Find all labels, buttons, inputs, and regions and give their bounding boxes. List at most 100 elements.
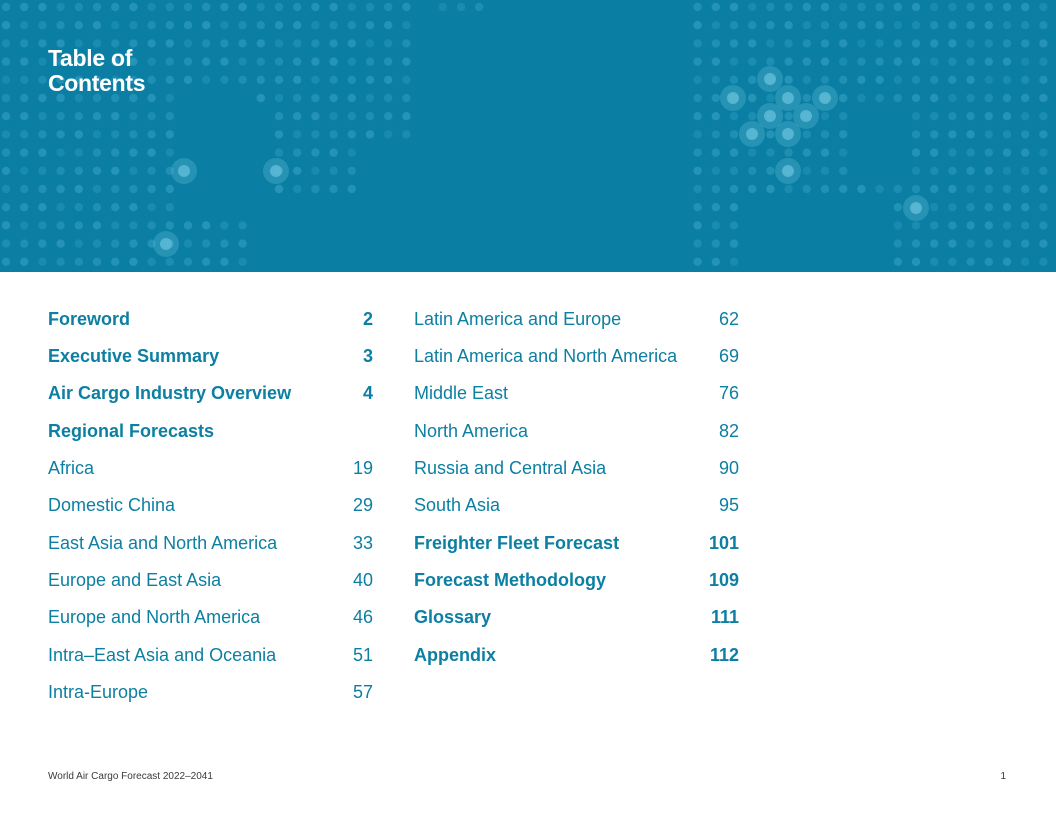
map-dot bbox=[893, 21, 902, 30]
map-dot bbox=[147, 148, 156, 157]
map-dot bbox=[893, 57, 902, 66]
map-dot bbox=[347, 57, 356, 66]
map-dot bbox=[165, 257, 174, 266]
map-dot bbox=[74, 39, 84, 48]
map-dot bbox=[930, 166, 939, 175]
map-dot bbox=[948, 2, 957, 12]
toc-entry[interactable]: Domestic China 29 bbox=[48, 493, 373, 517]
map-dot bbox=[930, 2, 939, 12]
map-dot bbox=[38, 184, 47, 194]
toc-entry-page: 90 bbox=[718, 457, 739, 478]
map-dot bbox=[183, 221, 193, 230]
map-dot bbox=[911, 112, 921, 121]
map-dot bbox=[238, 2, 247, 12]
map-dot bbox=[839, 148, 848, 157]
map-dot bbox=[1002, 184, 1012, 194]
toc-entry[interactable]: Africa 19 bbox=[48, 456, 373, 480]
map-dot bbox=[38, 112, 47, 121]
map-dot bbox=[311, 57, 320, 66]
map-dot bbox=[748, 184, 757, 194]
map-dot bbox=[839, 130, 848, 139]
toc-entry[interactable]: Latin America and North America 69 bbox=[414, 344, 739, 368]
map-dot bbox=[347, 166, 356, 175]
map-dot bbox=[347, 2, 356, 12]
map-dot bbox=[911, 184, 921, 194]
toc-entry[interactable]: Foreword 2 bbox=[48, 307, 373, 331]
toc-entry[interactable]: North America 82 bbox=[414, 419, 739, 443]
map-dot bbox=[693, 21, 702, 30]
map-dot bbox=[729, 130, 739, 139]
map-dot bbox=[711, 93, 720, 103]
toc-entry[interactable]: East Asia and North America 33 bbox=[48, 531, 373, 555]
map-dot bbox=[766, 57, 775, 66]
map-dot bbox=[20, 166, 29, 175]
map-dot bbox=[220, 57, 229, 66]
map-dot bbox=[1, 130, 11, 139]
toc-entry-label: Foreword bbox=[48, 308, 131, 329]
toc-entry[interactable]: South Asia 95 bbox=[414, 493, 739, 517]
map-dot bbox=[311, 21, 320, 30]
toc-entry[interactable]: Air Cargo Industry Overview 4 bbox=[48, 381, 373, 405]
map-dot bbox=[930, 75, 939, 85]
map-dot bbox=[293, 75, 302, 85]
map-dot bbox=[165, 130, 174, 139]
map-dot bbox=[1020, 203, 1030, 212]
map-dot bbox=[165, 203, 174, 212]
map-dot bbox=[729, 203, 739, 212]
toc-entry[interactable]: Appendix 112 bbox=[414, 643, 739, 667]
map-dot bbox=[1039, 257, 1048, 266]
toc-entry-page: 111 bbox=[710, 606, 739, 627]
map-dot bbox=[930, 93, 939, 103]
map-dot bbox=[966, 203, 975, 212]
toc-entry[interactable]: Regional Forecasts bbox=[48, 419, 373, 443]
map-dot bbox=[293, 2, 302, 12]
map-dot bbox=[92, 221, 102, 230]
toc-entry-page: 82 bbox=[718, 420, 739, 441]
toc-entry[interactable]: Intra-Europe 57 bbox=[48, 680, 373, 704]
map-dot bbox=[693, 130, 702, 139]
toc-entry[interactable]: Intra–East Asia and Oceania 51 bbox=[48, 643, 373, 667]
map-dot bbox=[311, 93, 320, 103]
toc-entry[interactable]: Europe and North America 46 bbox=[48, 605, 373, 629]
map-dot bbox=[1020, 57, 1030, 66]
toc-entry[interactable]: Glossary 111 bbox=[414, 605, 739, 629]
map-dot bbox=[365, 112, 375, 121]
map-dot bbox=[220, 21, 229, 30]
map-dot bbox=[1, 39, 11, 48]
map-dot bbox=[729, 239, 739, 248]
map-dot bbox=[74, 239, 84, 248]
toc-entry[interactable]: Middle East 76 bbox=[414, 381, 739, 405]
map-dot bbox=[92, 112, 102, 121]
map-dot bbox=[748, 39, 757, 48]
map-dot bbox=[20, 112, 29, 121]
map-dot bbox=[402, 75, 411, 85]
map-dot bbox=[693, 239, 702, 248]
map-dot bbox=[129, 166, 138, 175]
toc-entry[interactable]: Latin America and Europe 62 bbox=[414, 307, 739, 331]
toc-entry[interactable]: Executive Summary 3 bbox=[48, 344, 373, 368]
map-dot bbox=[948, 39, 957, 48]
toc-entry-page: 40 bbox=[352, 569, 373, 590]
map-dot bbox=[984, 203, 993, 212]
toc-entry[interactable]: Europe and East Asia 40 bbox=[48, 568, 373, 592]
map-dot bbox=[911, 75, 921, 85]
map-dot bbox=[111, 166, 120, 175]
map-dot bbox=[966, 221, 975, 230]
map-dot bbox=[365, 2, 375, 12]
map-dot bbox=[329, 21, 338, 30]
map-dot bbox=[693, 166, 702, 175]
map-dot bbox=[839, 112, 848, 121]
toc-entry[interactable]: Russia and Central Asia 90 bbox=[414, 456, 739, 480]
map-dot bbox=[74, 93, 84, 103]
toc-entry-label: North America bbox=[414, 420, 529, 441]
toc-entry-label: Regional Forecasts bbox=[48, 420, 215, 441]
map-dot bbox=[784, 2, 793, 12]
map-dot bbox=[930, 57, 939, 66]
toc-entry-page: 109 bbox=[708, 569, 739, 590]
map-dot bbox=[1039, 93, 1048, 103]
toc-entry[interactable]: Forecast Methodology 109 bbox=[414, 568, 739, 592]
map-dot bbox=[56, 148, 65, 157]
map-dot bbox=[238, 39, 247, 48]
toc-entry[interactable]: Freighter Fleet Forecast 101 bbox=[414, 531, 739, 555]
map-dot bbox=[111, 112, 120, 121]
